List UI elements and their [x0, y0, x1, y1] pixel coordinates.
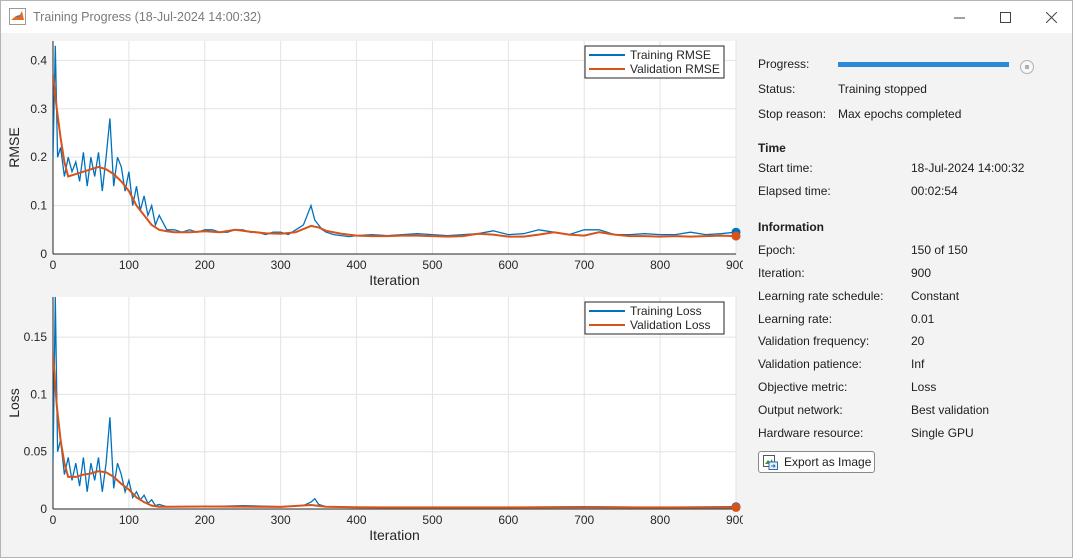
stop-training-button[interactable] — [1020, 60, 1034, 74]
time-heading: Time — [758, 141, 786, 155]
title-bar: Training Progress (18-Jul-2024 14:00:32) — [1, 1, 1072, 33]
info-label-val-frequency: Validation frequency: — [758, 334, 870, 348]
rmse-xlabel: Iteration — [369, 272, 420, 288]
start-time-label: Start time: — [758, 161, 813, 175]
elapsed-time-value: 00:02:54 — [911, 184, 958, 198]
info-value-val-frequency: 20 — [911, 334, 925, 348]
info-value-lr-schedule: Constant — [911, 289, 960, 303]
loss-xtick-label: 200 — [195, 513, 215, 527]
information-heading: Information — [758, 220, 824, 234]
loss-ytick-label: 0 — [40, 502, 47, 516]
rmse-ytick-label: 0.2 — [30, 150, 47, 164]
loss-xtick-label: 900 — [726, 513, 743, 527]
info-label-objective: Objective metric: — [758, 380, 848, 394]
loss-series-validation-line — [53, 354, 736, 509]
rmse-xtick-label: 500 — [422, 258, 442, 272]
matlab-icon — [9, 8, 26, 25]
rmse-ytick-label: 0.4 — [30, 53, 47, 67]
loss-legend-label: Training Loss — [630, 304, 702, 318]
info-label-hardware: Hardware resource: — [758, 426, 864, 440]
info-label-lr-schedule: Learning rate schedule: — [758, 289, 884, 303]
info-label-val-patience: Validation patience: — [758, 357, 862, 371]
loss-ytick-label: 0.1 — [30, 387, 47, 401]
elapsed-time-label: Elapsed time: — [758, 184, 831, 198]
loss-legend-label: Validation Loss — [630, 318, 711, 332]
rmse-ytick-label: 0.3 — [30, 102, 47, 116]
status-value: Training stopped — [838, 82, 927, 96]
info-label-epoch: Epoch: — [758, 243, 796, 257]
maximize-icon — [999, 11, 1011, 23]
loss-ytick-label: 0.15 — [24, 330, 48, 344]
loss-xtick-label: 800 — [650, 513, 670, 527]
window-title: Training Progress (18-Jul-2024 14:00:32) — [33, 10, 262, 24]
stop-reason-label: Stop reason: — [758, 107, 827, 121]
close-button[interactable] — [1028, 1, 1073, 33]
info-label-iteration: Iteration: — [758, 266, 805, 280]
loss-xtick-label: 0 — [50, 513, 57, 527]
rmse-xtick-label: 300 — [271, 258, 291, 272]
rmse-final-validation-point — [731, 231, 741, 241]
progress-bar-fill — [838, 62, 1009, 67]
loss-xlabel: Iteration — [369, 527, 420, 543]
rmse-legend-label: Training RMSE — [630, 48, 711, 62]
rmse-xtick-label: 900 — [726, 258, 743, 272]
training-charts: 0 100 200 300 400 500 600 700 800 900 0 0.1 0.2 0.3 0.… — [6, 41, 743, 543]
info-value-objective: Loss — [911, 380, 937, 394]
info-value-iteration: 900 — [911, 266, 932, 280]
maximize-button[interactable] — [982, 1, 1028, 33]
loss-final-validation-point — [731, 502, 741, 512]
rmse-xtick-label: 800 — [650, 258, 670, 272]
info-value-learning-rate: 0.01 — [911, 312, 935, 326]
rmse-legend-label: Validation RMSE — [630, 62, 720, 76]
loss-series-training-line — [53, 297, 736, 508]
info-value-output-network: Best validation — [911, 403, 990, 417]
rmse-ytick-label: 0.1 — [30, 199, 47, 213]
rmse-xtick-label: 400 — [347, 258, 367, 272]
info-value-val-patience: Inf — [911, 357, 925, 371]
stop-reason-value: Max epochs completed — [838, 107, 962, 121]
loss-legend — [584, 301, 725, 335]
start-time-value: 18-Jul-2024 14:00:32 — [911, 161, 1025, 175]
plots-area: 0 100 200 300 400 500 600 700 800 900 0 0.1 0.2 0.3 0.… — [1, 33, 743, 557]
info-label-output-network: Output network: — [758, 403, 843, 417]
loss-xtick-label: 300 — [271, 513, 291, 527]
info-label-learning-rate: Learning rate: — [758, 312, 833, 326]
loss-ytick-label: 0.05 — [24, 445, 48, 459]
rmse-series-validation-line — [53, 74, 736, 238]
rmse-xtick-label: 0 — [50, 258, 57, 272]
minimize-button[interactable] — [936, 1, 982, 33]
loss-xtick-label: 500 — [422, 513, 442, 527]
progress-label: Progress: — [758, 57, 810, 71]
close-icon — [1045, 11, 1057, 23]
rmse-xtick-label: 600 — [498, 258, 518, 272]
rmse-xtick-label: 700 — [574, 258, 594, 272]
info-value-hardware: Single GPU — [911, 426, 974, 440]
minimize-icon — [953, 17, 965, 18]
rmse-ylabel: RMSE — [6, 127, 22, 167]
loss-xtick-label: 100 — [119, 513, 139, 527]
rmse-legend — [584, 45, 725, 79]
rmse-xtick-label: 100 — [119, 258, 139, 272]
export-button-label: Export as Image — [784, 455, 872, 469]
export-as-image-button[interactable]: Export as Image — [758, 451, 875, 473]
progress-bar — [838, 62, 1009, 67]
rmse-xtick-label: 200 — [195, 258, 215, 272]
info-panel: Progress: Status: Training stopped Stop … — [743, 33, 1072, 557]
loss-xtick-label: 600 — [498, 513, 518, 527]
loss-xtick-label: 700 — [574, 513, 594, 527]
loss-xtick-label: 400 — [347, 513, 367, 527]
status-label: Status: — [758, 82, 796, 96]
info-value-epoch: 150 of 150 — [911, 243, 968, 257]
loss-ylabel: Loss — [6, 388, 22, 418]
rmse-ytick-label: 0 — [40, 247, 47, 261]
export-image-icon — [763, 455, 778, 470]
